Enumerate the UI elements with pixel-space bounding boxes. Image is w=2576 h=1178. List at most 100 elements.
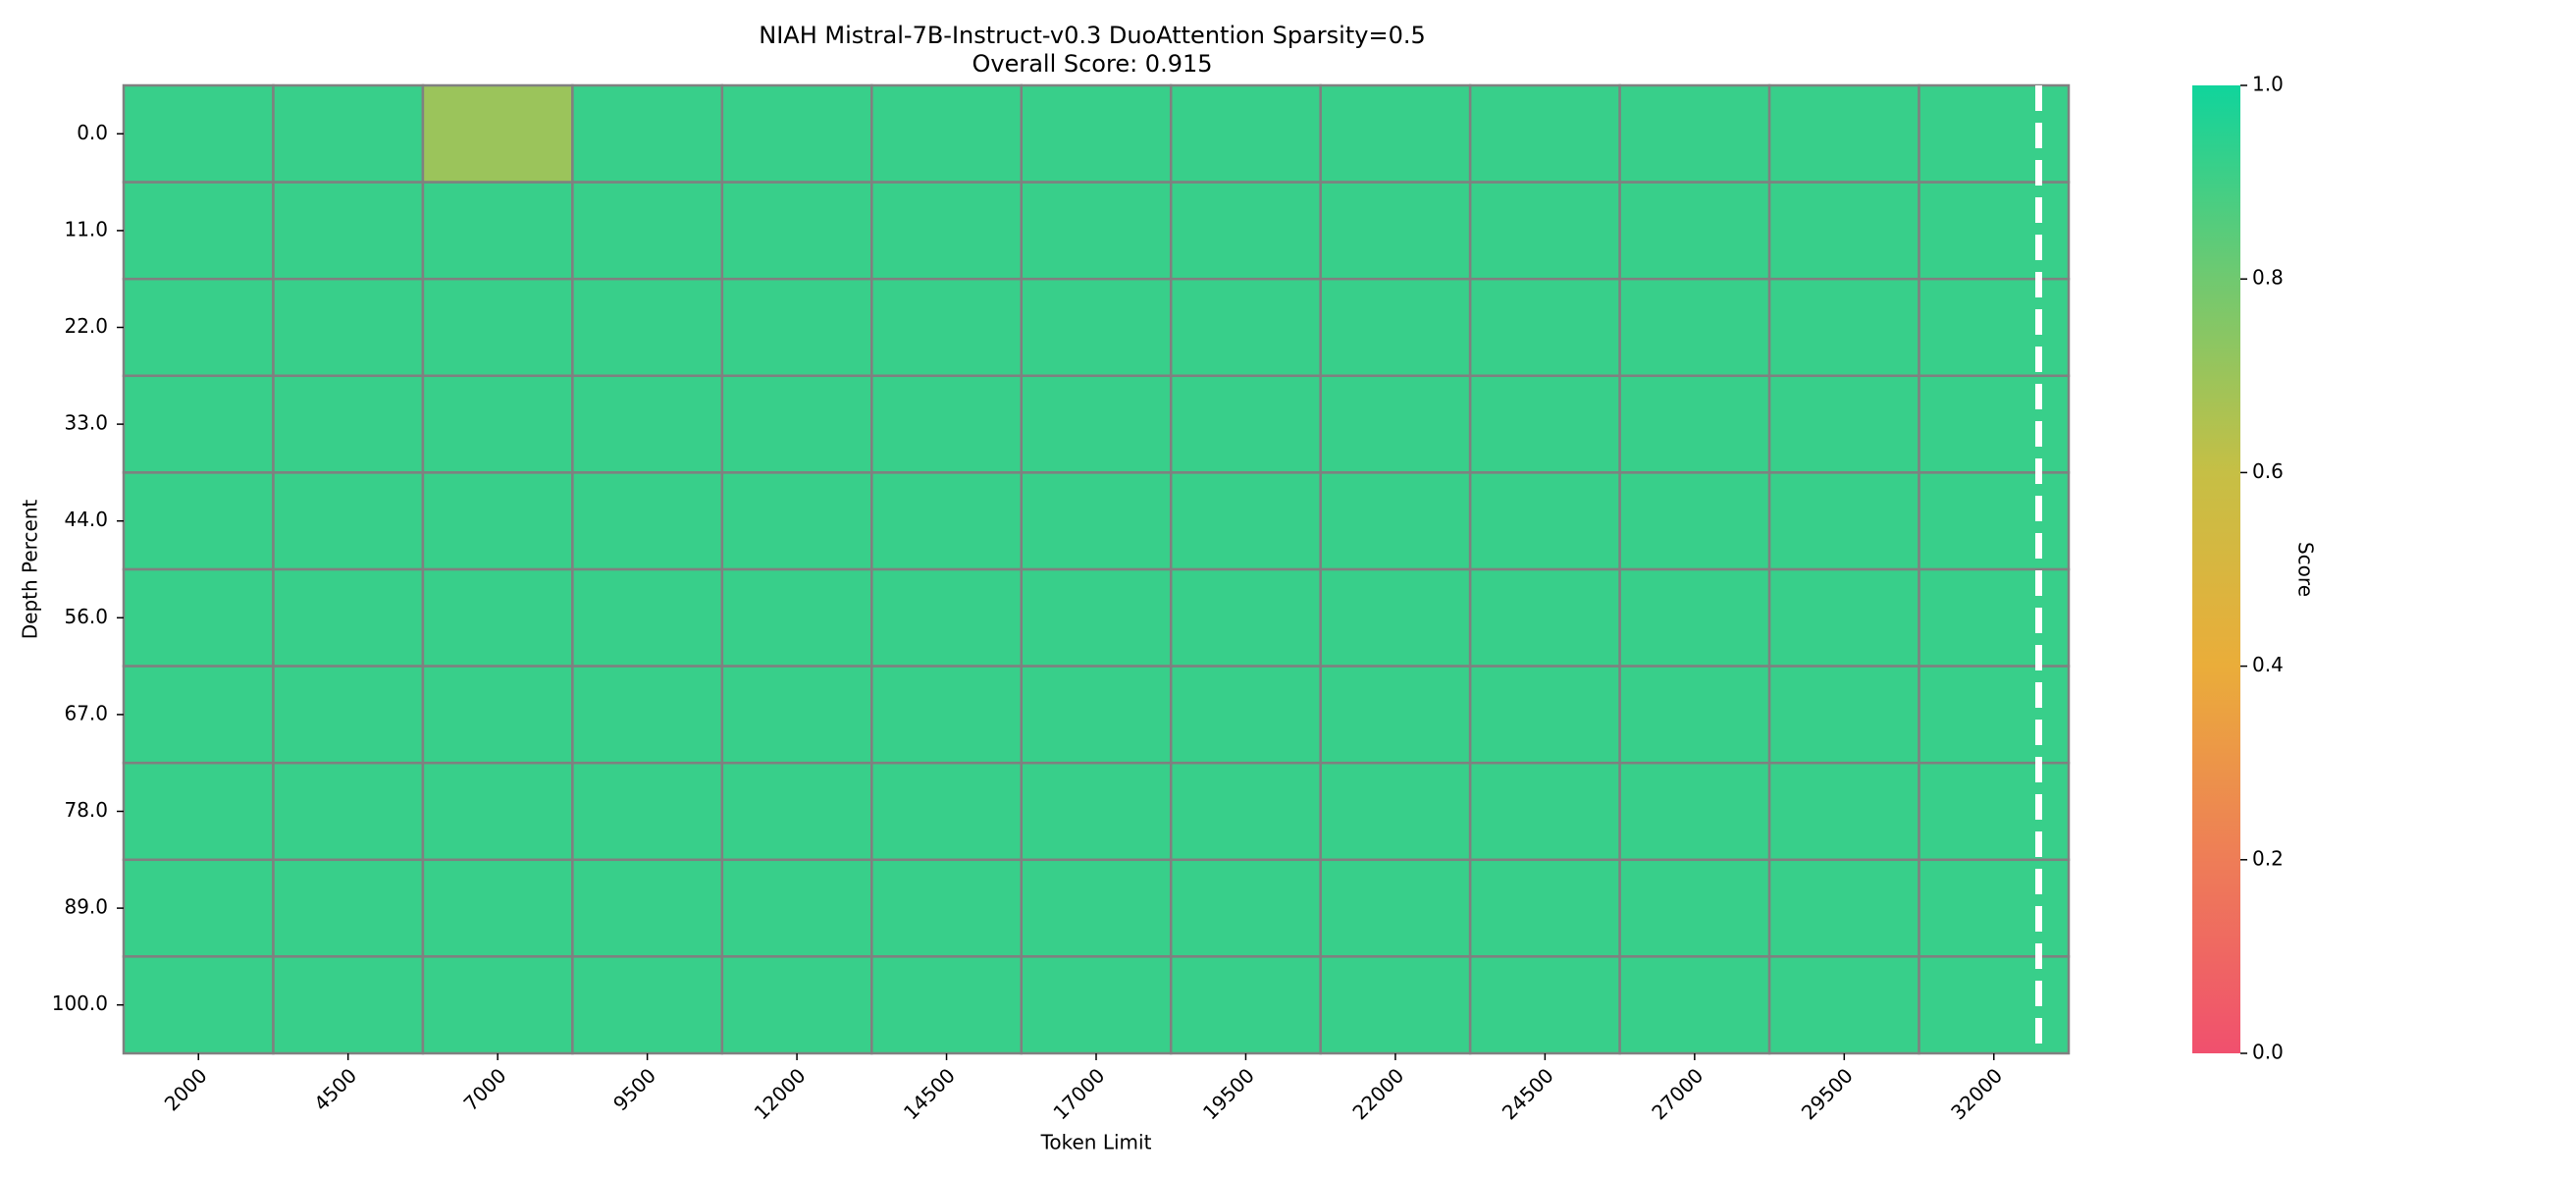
heatmap-cell [1618,277,1771,378]
heatmap-cell [421,665,574,765]
heatmap-cell [272,181,425,281]
heatmap-cell [1918,471,2071,571]
chart-subtitle: Overall Score: 0.915 [972,50,1212,78]
heatmap-cell [1767,374,1920,474]
heatmap-cell [1468,471,1621,571]
heatmap-cell [122,83,275,184]
heatmap-cell [1468,567,1621,668]
heatmap-cell [870,567,1024,668]
heatmap-cell [1020,83,1173,184]
heatmap-cell [1169,374,1322,474]
heatmap-cell [571,665,724,765]
y-tick-label: 56.0 [64,605,108,628]
heatmap-cell [1618,471,1771,571]
heatmap-cell [1319,761,1472,862]
heatmap-cell [421,955,574,1055]
heatmap-cell [1918,665,2071,765]
x-tick-label: 24500 [1498,1063,1558,1124]
heatmap-cell [272,374,425,474]
y-tick-label: 100.0 [52,991,108,1015]
heatmap-cell [1169,955,1322,1055]
x-tick-label: 22000 [1347,1063,1408,1124]
heatmap-cell [272,761,425,862]
colorbar-tick-label: 0.8 [2252,266,2284,290]
y-tick-label: 67.0 [64,701,108,724]
heatmap-cell [1319,955,1472,1055]
heatmap-cell [421,83,574,184]
colorbar-tick-label: 1.0 [2252,73,2284,96]
heatmap-cell [1618,858,1771,958]
heatmap-cell [1169,83,1322,184]
heatmap-cell [421,181,574,281]
colorbar-tick-label: 0.4 [2252,653,2284,676]
heatmap-cell [122,761,275,862]
heatmap-cell [421,858,574,958]
heatmap-cell [1918,181,2071,281]
heatmap-cell [1169,761,1322,862]
x-tick-label: 29500 [1797,1063,1858,1124]
heatmap-cell [720,374,873,474]
heatmap-cell [1319,665,1472,765]
colorbar-tick-label: 0.2 [2252,846,2284,870]
heatmap-cell [1169,858,1322,958]
heatmap-cell [1918,761,2071,862]
heatmap-cell [571,761,724,862]
heatmap-cell [272,665,425,765]
heatmap-cell [1618,181,1771,281]
y-tick-label: 78.0 [64,798,108,822]
heatmap-cell [720,567,873,668]
heatmap-cell [571,567,724,668]
heatmap-cell [1767,567,1920,668]
heatmap-cell [122,181,275,281]
heatmap-cell [1468,83,1621,184]
heatmap-cell [870,665,1024,765]
heatmap-cell [1468,858,1621,958]
heatmap-cell [122,277,275,378]
heatmap-cell [1468,665,1621,765]
heatmap-cell [1918,374,2071,474]
heatmap-cell [1618,761,1771,862]
heatmap-cell [870,471,1024,571]
heatmap-cell [720,83,873,184]
x-tick-label: 2000 [160,1063,212,1115]
heatmap-cell [870,277,1024,378]
heatmap-cell [1767,277,1920,378]
heatmap-cell [1918,83,2071,184]
heatmap-cell [1618,665,1771,765]
y-tick-label: 11.0 [64,217,108,241]
heatmap-cell [870,83,1024,184]
heatmap-cell [1169,471,1322,571]
y-tick-label: 89.0 [64,895,108,919]
heatmap-cell [272,567,425,668]
heatmap-cell [1319,858,1472,958]
x-tick-label: 12000 [750,1063,811,1124]
heatmap-cell [1169,567,1322,668]
heatmap-cell [421,374,574,474]
heatmap-cell [1767,761,1920,862]
heatmap-cell [122,665,275,765]
x-tick-label: 32000 [1946,1063,2007,1124]
heatmap-cell [272,858,425,958]
heatmap-cell [571,374,724,474]
heatmap-cell [272,277,425,378]
heatmap-cell [122,471,275,571]
heatmap-cell [1020,858,1173,958]
heatmap-cell [1020,277,1173,378]
heatmap-cell [1319,567,1472,668]
heatmap-cell [1468,181,1621,281]
heatmap-cell [720,471,873,571]
heatmap-cell [122,374,275,474]
heatmap-cell [720,277,873,378]
heatmap-cell [122,955,275,1055]
heatmap-cell [1020,955,1173,1055]
heatmap-cell [1020,567,1173,668]
heatmap-cell [272,471,425,571]
heatmap-cell [1468,374,1621,474]
heatmap-cell [1020,471,1173,571]
heatmap-cell [421,761,574,862]
x-tick-label: 4500 [309,1063,361,1115]
heatmap-cell [720,181,873,281]
heatmap-cell [122,567,275,668]
heatmap-cell [1468,761,1621,862]
